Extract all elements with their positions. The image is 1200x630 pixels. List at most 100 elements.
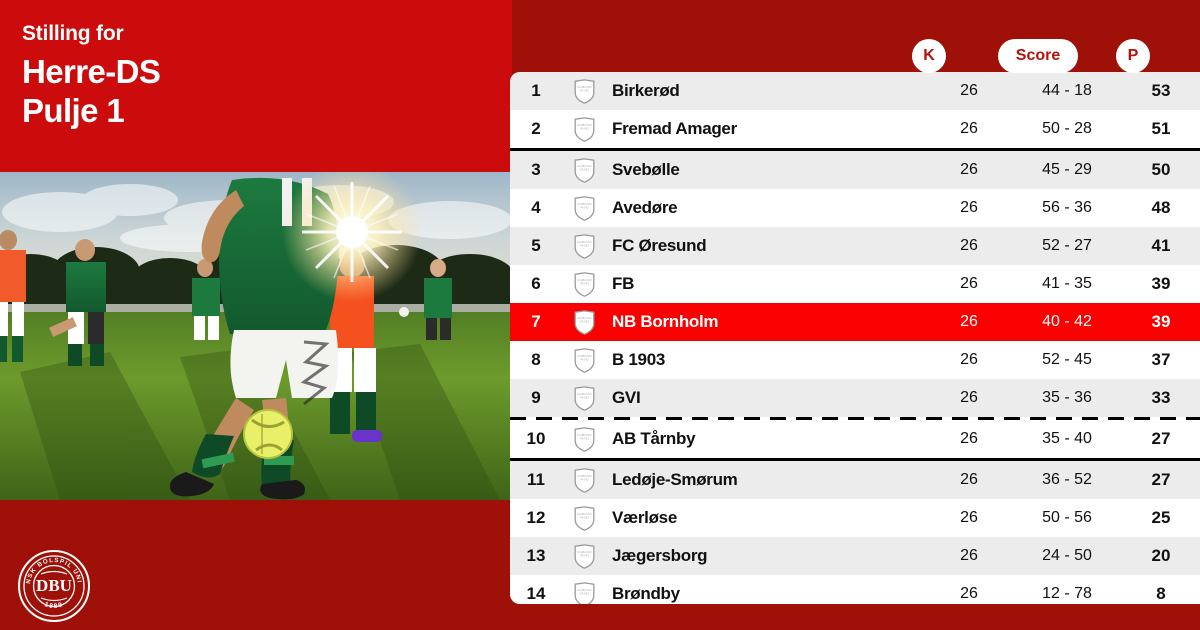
row-crest: KLUBLOGO PA VEJ bbox=[562, 157, 606, 183]
table-row[interactable]: 10 KLUBLOGO PA VEJ AB Tårnby 26 35 - 40 27 bbox=[510, 420, 1200, 458]
row-points: 8 bbox=[1156, 584, 1166, 603]
row-crest: KLUBLOGO PA VEJ bbox=[562, 309, 606, 335]
table-row[interactable]: 5 KLUBLOGO PA VEJ FC Øresund 26 52 - 27 41 bbox=[510, 227, 1200, 265]
row-team-name: Brøndby bbox=[612, 584, 680, 603]
row-points: 50 bbox=[1151, 160, 1171, 179]
svg-text:1889: 1889 bbox=[43, 601, 64, 610]
row-position: 7 bbox=[531, 312, 541, 331]
row-position: 5 bbox=[531, 236, 541, 255]
svg-text:PA VEJ: PA VEJ bbox=[580, 436, 589, 440]
table-row[interactable]: 9 KLUBLOGO PA VEJ GVI 26 35 - 36 33 bbox=[510, 379, 1200, 417]
svg-text:PA VEJ: PA VEJ bbox=[580, 477, 589, 481]
row-separator-solid bbox=[510, 148, 1200, 151]
row-team-name: Fremad Amager bbox=[612, 119, 737, 138]
row-goal-score: 35 - 40 bbox=[1042, 430, 1092, 447]
row-points: 39 bbox=[1151, 312, 1171, 331]
table-row[interactable]: 1 KLUBLOGO PA VEJ Birkerød 26 44 - 18 53 bbox=[510, 72, 1200, 110]
row-matches-played: 26 bbox=[960, 237, 978, 254]
row-matches-played: 26 bbox=[960, 313, 978, 330]
row-team-name: Jægersborg bbox=[612, 546, 708, 565]
footer-panel bbox=[0, 500, 512, 630]
header-panel: Stilling for Herre-DS Pulje 1 bbox=[0, 0, 512, 172]
row-points: 37 bbox=[1151, 350, 1171, 369]
row-team-name: Ledøje-Smørum bbox=[612, 470, 738, 489]
row-team-name: AB Tårnby bbox=[612, 429, 696, 448]
row-matches-played: 26 bbox=[960, 275, 978, 292]
row-points: 48 bbox=[1151, 198, 1171, 217]
dbu-logo: DANSK BOLSPIL UNION 1889 DBU bbox=[17, 549, 91, 623]
column-header-score: Score bbox=[998, 39, 1078, 73]
row-points: 20 bbox=[1151, 546, 1171, 565]
row-points: 25 bbox=[1151, 508, 1171, 527]
row-crest: KLUBLOGO PA VEJ bbox=[562, 505, 606, 531]
row-matches-played: 26 bbox=[960, 120, 978, 137]
row-crest: KLUBLOGO PA VEJ bbox=[562, 233, 606, 259]
dbu-logo-icon: DANSK BOLSPIL UNION 1889 DBU bbox=[17, 549, 90, 622]
svg-text:PA VEJ: PA VEJ bbox=[580, 553, 589, 557]
row-position: 14 bbox=[526, 584, 546, 603]
table-row[interactable]: 7 KLUBLOGO PA VEJ NB Bornholm 26 40 - 42 39 bbox=[510, 303, 1200, 341]
svg-text:PA VEJ: PA VEJ bbox=[580, 205, 589, 209]
row-goal-score: 24 - 50 bbox=[1042, 547, 1092, 564]
table-row[interactable]: 14 KLUBLOGO PA VEJ Brøndby 26 12 - 78 8 bbox=[510, 575, 1200, 604]
row-matches-played: 26 bbox=[960, 585, 978, 602]
row-team-name: Birkerød bbox=[612, 81, 680, 100]
football-match-photo bbox=[0, 172, 512, 500]
row-points: 39 bbox=[1151, 274, 1171, 293]
row-position: 13 bbox=[526, 546, 546, 565]
row-matches-played: 26 bbox=[960, 161, 978, 178]
photo-illustration bbox=[0, 172, 512, 500]
header-kicker: Stilling for bbox=[22, 22, 124, 45]
row-position: 3 bbox=[531, 160, 541, 179]
page-title-line2: Pulje 1 bbox=[22, 92, 125, 129]
svg-text:PA VEJ: PA VEJ bbox=[580, 319, 589, 323]
row-goal-score: 52 - 45 bbox=[1042, 351, 1092, 368]
svg-text:PA VEJ: PA VEJ bbox=[580, 126, 589, 130]
svg-text:KLUBLOGO: KLUBLOGO bbox=[577, 474, 591, 478]
standings-rows: 1 KLUBLOGO PA VEJ Birkerød 26 44 - 18 53 2 KLUBL… bbox=[510, 72, 1200, 604]
table-row[interactable]: 2 KLUBLOGO PA VEJ Fremad Amager 26 50 - 28 51 bbox=[510, 110, 1200, 148]
row-matches-played: 26 bbox=[960, 471, 978, 488]
row-goal-score: 52 - 27 bbox=[1042, 237, 1092, 254]
page-title: Herre-DS Pulje 1 bbox=[22, 52, 161, 130]
row-goal-score: 50 - 56 bbox=[1042, 509, 1092, 526]
table-row[interactable]: 11 KLUBLOGO PA VEJ Ledøje-Smørum 26 36 - 52 27 bbox=[510, 461, 1200, 499]
row-goal-score: 44 - 18 bbox=[1042, 82, 1092, 99]
row-points: 53 bbox=[1151, 81, 1171, 100]
row-team-name: Svebølle bbox=[612, 160, 680, 179]
row-points: 51 bbox=[1151, 119, 1171, 138]
row-position: 9 bbox=[531, 388, 541, 407]
table-row[interactable]: 6 KLUBLOGO PA VEJ FB 26 41 - 35 39 bbox=[510, 265, 1200, 303]
row-crest: KLUBLOGO PA VEJ bbox=[562, 467, 606, 493]
standings-table: 1 KLUBLOGO PA VEJ Birkerød 26 44 - 18 53 2 KLUBL… bbox=[510, 72, 1200, 604]
row-position: 1 bbox=[531, 81, 541, 100]
row-position: 2 bbox=[531, 119, 541, 138]
table-row[interactable]: 8 KLUBLOGO PA VEJ B 1903 26 52 - 45 37 bbox=[510, 341, 1200, 379]
svg-text:KLUBLOGO: KLUBLOGO bbox=[577, 85, 591, 89]
row-team-name: Avedøre bbox=[612, 198, 678, 217]
svg-text:KLUBLOGO: KLUBLOGO bbox=[577, 512, 591, 516]
row-team-name: FB bbox=[612, 274, 635, 293]
row-goal-score: 41 - 35 bbox=[1042, 275, 1092, 292]
svg-text:KLUBLOGO: KLUBLOGO bbox=[577, 354, 591, 358]
row-crest: KLUBLOGO PA VEJ bbox=[562, 385, 606, 411]
table-row[interactable]: 13 KLUBLOGO PA VEJ Jægersborg 26 24 - 50 20 bbox=[510, 537, 1200, 575]
row-matches-played: 26 bbox=[960, 547, 978, 564]
table-row[interactable]: 3 KLUBLOGO PA VEJ Svebølle 26 45 - 29 50 bbox=[510, 151, 1200, 189]
table-row[interactable]: 4 KLUBLOGO PA VEJ Avedøre 26 56 - 36 48 bbox=[510, 189, 1200, 227]
row-goal-score: 50 - 28 bbox=[1042, 120, 1092, 137]
svg-text:KLUBLOGO: KLUBLOGO bbox=[577, 278, 591, 282]
svg-text:KLUBLOGO: KLUBLOGO bbox=[577, 588, 591, 592]
table-row[interactable]: 12 KLUBLOGO PA VEJ Værløse 26 50 - 56 25 bbox=[510, 499, 1200, 537]
